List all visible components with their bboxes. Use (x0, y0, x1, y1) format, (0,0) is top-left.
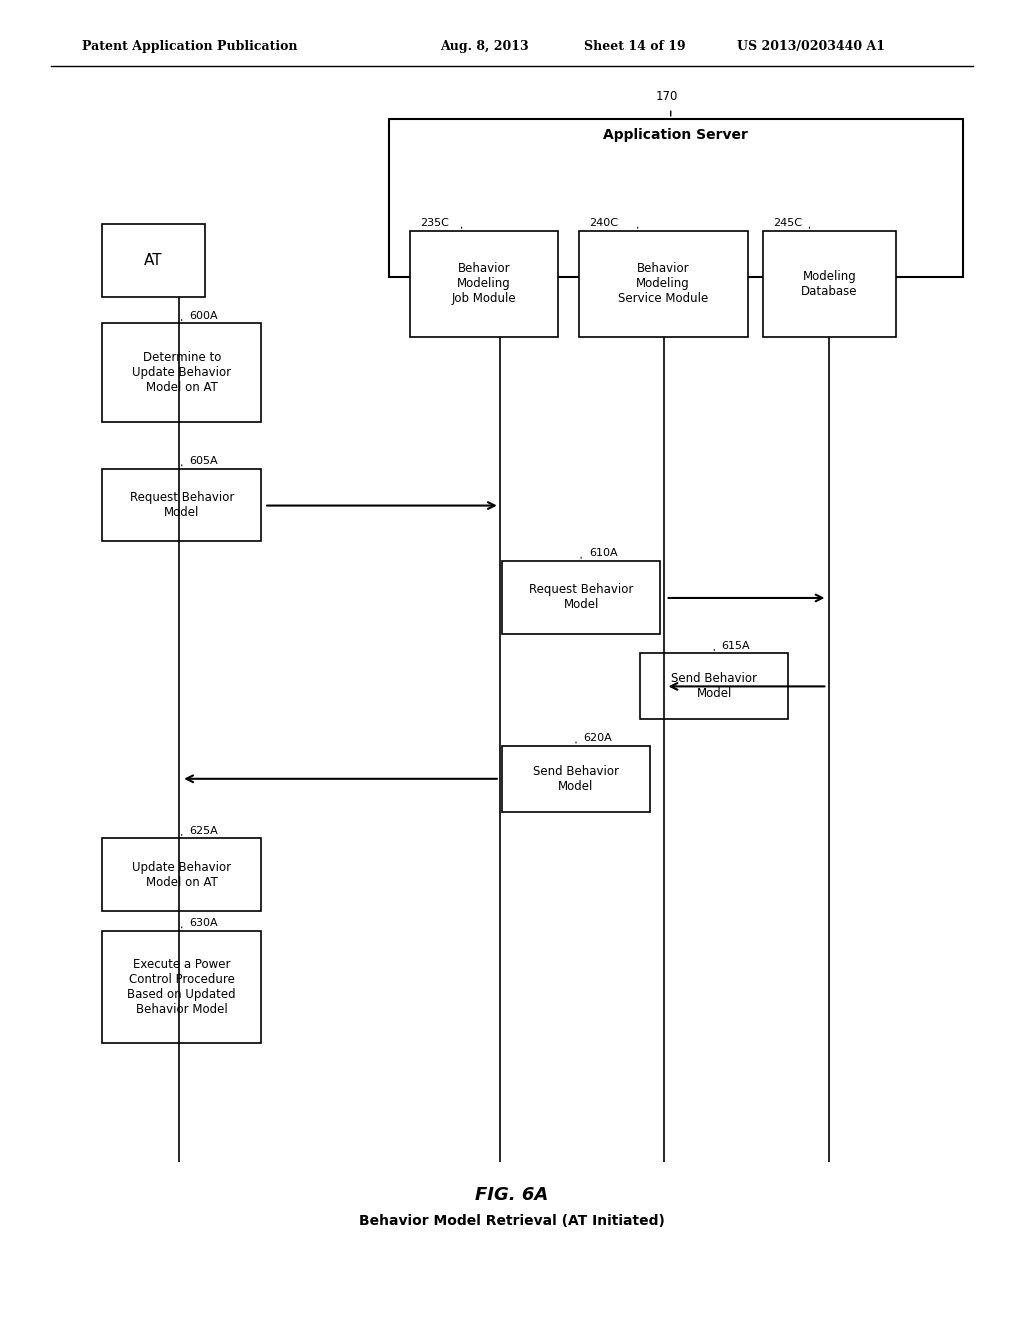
Text: US 2013/0203440 A1: US 2013/0203440 A1 (737, 40, 886, 53)
Text: 170: 170 (655, 90, 678, 103)
Text: Update Behavior
Model on AT: Update Behavior Model on AT (132, 861, 231, 888)
FancyBboxPatch shape (102, 224, 205, 297)
Text: Patent Application Publication: Patent Application Publication (82, 40, 297, 53)
Text: 615A: 615A (722, 640, 751, 651)
Text: Send Behavior
Model: Send Behavior Model (534, 764, 618, 793)
Text: 240C: 240C (589, 218, 617, 228)
Text: 630A: 630A (189, 917, 218, 928)
FancyBboxPatch shape (579, 231, 748, 337)
Text: Application Server: Application Server (603, 128, 749, 141)
Text: Behavior
Modeling
Service Module: Behavior Modeling Service Module (617, 263, 709, 305)
FancyBboxPatch shape (410, 231, 558, 337)
FancyBboxPatch shape (763, 231, 896, 337)
Text: 620A: 620A (584, 733, 612, 743)
FancyBboxPatch shape (640, 653, 788, 719)
FancyBboxPatch shape (389, 119, 963, 277)
Text: 235C: 235C (420, 218, 449, 228)
Text: Sheet 14 of 19: Sheet 14 of 19 (584, 40, 685, 53)
Text: Aug. 8, 2013: Aug. 8, 2013 (440, 40, 529, 53)
FancyBboxPatch shape (102, 323, 261, 422)
FancyBboxPatch shape (102, 469, 261, 541)
FancyBboxPatch shape (102, 931, 261, 1043)
Text: AT: AT (144, 253, 163, 268)
Text: Determine to
Update Behavior
Model on AT: Determine to Update Behavior Model on AT (132, 351, 231, 395)
Text: Request Behavior
Model: Request Behavior Model (529, 583, 633, 611)
Text: 245C: 245C (773, 218, 802, 228)
Text: FIG. 6A: FIG. 6A (475, 1185, 549, 1204)
Text: Request Behavior
Model: Request Behavior Model (130, 491, 233, 519)
Text: Behavior Model Retrieval (AT Initiated): Behavior Model Retrieval (AT Initiated) (359, 1214, 665, 1228)
FancyBboxPatch shape (502, 561, 660, 634)
FancyBboxPatch shape (502, 746, 650, 812)
Text: 610A: 610A (589, 548, 617, 558)
Text: Send Behavior
Model: Send Behavior Model (672, 672, 757, 701)
Text: Execute a Power
Control Procedure
Based on Updated
Behavior Model: Execute a Power Control Procedure Based … (127, 958, 237, 1015)
Text: 600A: 600A (189, 310, 218, 321)
Text: 625A: 625A (189, 825, 218, 836)
FancyBboxPatch shape (102, 838, 261, 911)
Text: Behavior
Modeling
Job Module: Behavior Modeling Job Module (452, 263, 516, 305)
Text: 605A: 605A (189, 455, 218, 466)
Text: Modeling
Database: Modeling Database (801, 269, 858, 298)
